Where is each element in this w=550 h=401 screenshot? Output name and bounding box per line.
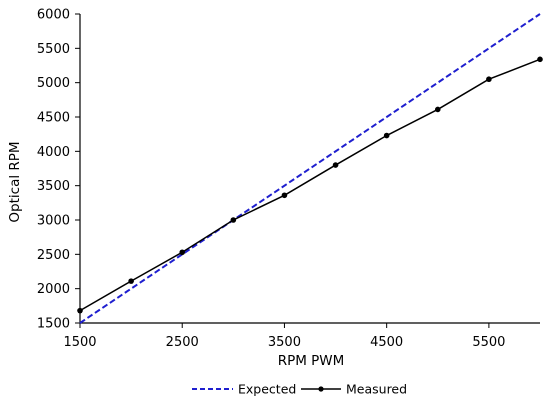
measured-point [332,162,339,168]
x-tick-label: 1500 [63,335,96,350]
y-tick-label: 5500 [37,42,70,57]
y-tick-label: 4000 [37,145,70,160]
measured-point [486,76,492,83]
measured-point [179,249,186,256]
x-axis-title: RPM PWM [278,353,345,369]
y-tick-label: 6000 [37,8,70,23]
series-layer [77,13,543,324]
y-axis-ticks: 1500 2000 2500 3000 3500 4000 4500 5000 5500 6000 [37,8,80,332]
legend-expected-label: Expected [238,382,296,397]
measured-point [77,307,83,314]
x-axis-ticks: 1500 2500 3500 4500 5500 [63,323,505,350]
y-tick-label: 1500 [37,317,70,332]
plot-area [79,14,540,324]
measured-point [128,278,134,284]
x-tick-label: 3500 [268,335,301,350]
measured-point [230,217,237,223]
legend-measured-marker [318,386,324,392]
measured-point [434,106,441,113]
measured-line [79,58,541,312]
y-tick-label: 4500 [37,111,70,126]
x-tick-label: 2500 [166,335,199,350]
y-tick-label: 3500 [37,179,70,194]
measured-point [537,56,543,63]
expected-line [79,13,541,324]
legend-measured-label: Measured [346,382,407,397]
y-axis-title: Optical RPM [7,141,23,222]
y-tick-label: 2000 [37,282,70,297]
measured-point [383,132,390,139]
y-tick-label: 5000 [37,76,70,91]
legend: Expected Measured [192,382,407,397]
x-tick-label: 5500 [472,335,505,350]
y-tick-label: 2500 [37,248,70,263]
measured-point [281,192,288,199]
x-tick-label: 4500 [370,335,403,350]
y-tick-label: 3000 [37,214,70,229]
